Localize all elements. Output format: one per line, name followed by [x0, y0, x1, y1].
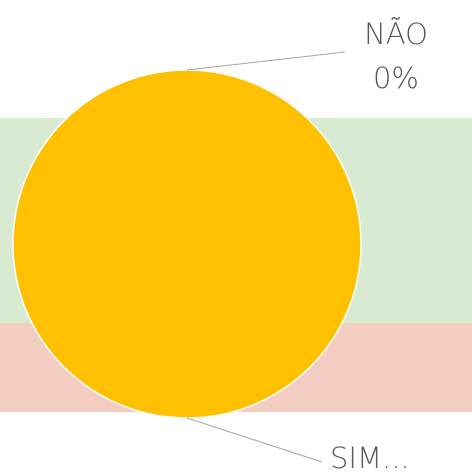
data-label-category: SIM...: [330, 441, 410, 472]
pie-slice: [12, 69, 362, 419]
leader-line: [186, 51, 346, 71]
data-label-value: 0%: [373, 61, 419, 95]
leader-line: [186, 417, 323, 463]
data-label-category: NÃO: [364, 17, 428, 51]
